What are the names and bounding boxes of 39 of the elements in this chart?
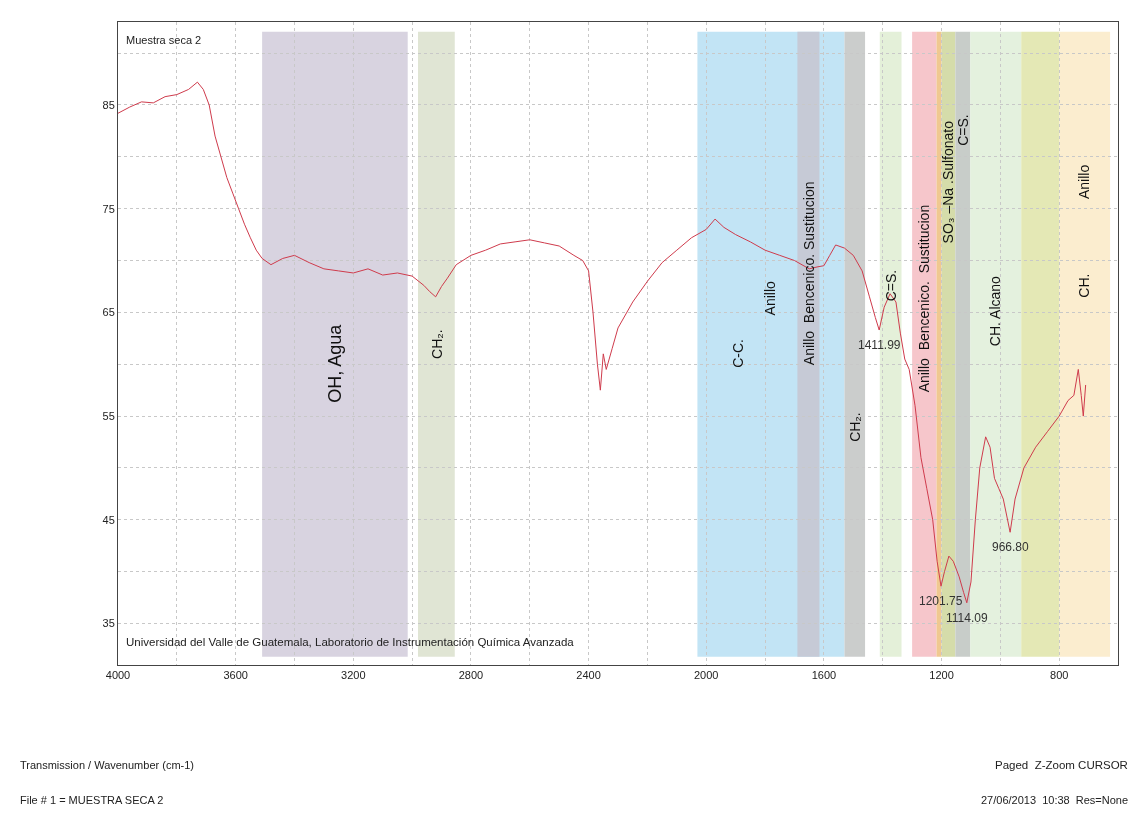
text: Paged Z-Zoom CURSOR: [995, 759, 1128, 771]
annotation: Muestra seca 2: [126, 34, 202, 46]
band-label: C=S.: [883, 269, 900, 302]
x-tick-label: 2400: [576, 669, 601, 682]
band-label: Anillo: [762, 280, 779, 316]
band-label: OH, Agua: [325, 323, 346, 403]
line-series: [118, 81, 1087, 604]
x-tick-label: 2800: [458, 669, 484, 682]
annotation: 1411.99: [858, 338, 901, 352]
y-tick-label: 75: [102, 202, 115, 215]
x-tick-label: 3600: [223, 669, 248, 682]
band-label: CH₂.: [428, 329, 445, 359]
x-tick-label: 4000: [105, 669, 131, 682]
annotation: 966.80: [992, 540, 1030, 554]
band-label: CH. Alcano: [987, 275, 1004, 347]
text: 27/06/2013 10:38 Res=None: [981, 794, 1129, 806]
annotation: CH.: [1076, 273, 1093, 298]
y-tick-label: 65: [102, 306, 115, 319]
x-tick-label: 3200: [341, 669, 366, 682]
x-tick-label: 800: [1050, 669, 1069, 682]
y-tick-label: 45: [102, 513, 115, 526]
annotation: Universidad del Valle de Guatemala, Laboratorio de Instrumentación Química Avanzada: [126, 636, 575, 648]
annotation: C-C.: [730, 339, 747, 368]
x-tick-label: 1200: [929, 669, 954, 682]
text: Transmission / Wavenumber (cm-1): [20, 759, 194, 771]
text: File # 1 = MUESTRA SECA 2: [20, 794, 164, 806]
annotation: 1201.75: [919, 594, 963, 608]
annotation: 1114.09: [946, 611, 988, 625]
band-label: Anillo Bencenico. Sustitucion: [916, 204, 933, 393]
band-label: SO₃ –Na .Sulfonato: [940, 120, 957, 244]
band-label: CH₂.: [846, 412, 863, 442]
band-label: Anillo Bencenico. Sustitucion: [800, 181, 817, 366]
y-tick-label: 85: [102, 98, 115, 111]
y-tick-label: 55: [102, 409, 115, 422]
band-label: C=S.: [954, 114, 971, 146]
x-tick-label: 1600: [811, 669, 837, 682]
y-tick-label: 35: [102, 617, 115, 630]
band-label: Anillo: [1076, 164, 1093, 200]
x-tick-label: 2000: [694, 669, 719, 682]
